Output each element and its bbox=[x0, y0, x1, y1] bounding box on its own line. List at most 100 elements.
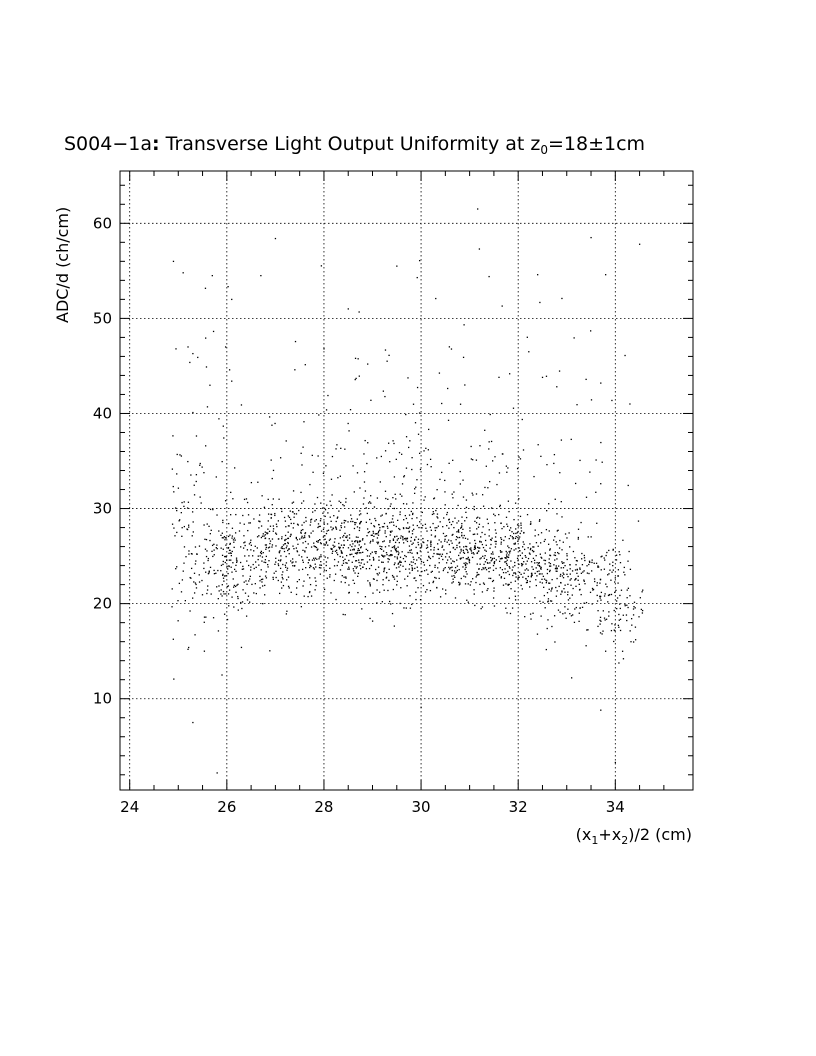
data-point bbox=[430, 466, 432, 468]
data-point bbox=[627, 587, 630, 589]
data-point bbox=[487, 487, 489, 489]
data-point bbox=[470, 445, 472, 448]
data-point bbox=[627, 606, 629, 609]
data-point bbox=[624, 354, 626, 357]
data-point bbox=[295, 561, 297, 563]
data-point bbox=[392, 538, 395, 540]
data-point bbox=[547, 619, 549, 621]
data-point bbox=[304, 536, 306, 539]
data-point bbox=[625, 614, 628, 616]
data-point bbox=[404, 560, 406, 563]
data-point bbox=[558, 552, 560, 555]
data-point bbox=[393, 507, 396, 510]
data-point bbox=[478, 568, 480, 570]
data-point bbox=[488, 529, 490, 531]
data-point bbox=[324, 538, 326, 540]
data-point bbox=[355, 536, 358, 538]
data-point bbox=[356, 518, 358, 520]
data-point bbox=[213, 573, 216, 575]
data-point bbox=[405, 527, 408, 529]
data-point bbox=[399, 493, 401, 495]
data-point bbox=[567, 591, 569, 593]
data-point bbox=[282, 544, 285, 546]
data-point bbox=[320, 564, 323, 566]
data-point bbox=[182, 570, 184, 572]
data-point bbox=[492, 553, 494, 555]
data-point bbox=[352, 520, 354, 523]
data-point bbox=[366, 512, 368, 515]
data-point bbox=[271, 538, 274, 540]
data-point bbox=[302, 561, 304, 563]
data-point bbox=[205, 538, 208, 541]
grid-lines bbox=[120, 171, 693, 790]
data-point bbox=[298, 509, 300, 512]
data-point bbox=[348, 584, 350, 586]
data-point bbox=[399, 528, 401, 531]
data-point bbox=[531, 566, 533, 568]
data-point bbox=[452, 581, 454, 583]
data-point bbox=[545, 580, 548, 582]
data-point bbox=[577, 579, 579, 581]
data-point bbox=[481, 568, 483, 571]
data-point bbox=[333, 558, 336, 561]
data-point bbox=[508, 546, 510, 549]
data-point bbox=[227, 593, 230, 595]
data-point bbox=[413, 539, 416, 541]
data-point bbox=[605, 618, 608, 620]
data-point bbox=[286, 545, 288, 547]
data-point bbox=[330, 478, 333, 480]
data-point bbox=[521, 564, 523, 566]
data-point bbox=[366, 555, 369, 557]
data-point bbox=[448, 527, 450, 529]
data-point bbox=[222, 548, 224, 550]
data-point bbox=[473, 553, 475, 555]
data-point bbox=[348, 591, 351, 594]
data-point bbox=[530, 547, 532, 550]
data-point bbox=[388, 568, 390, 570]
data-point bbox=[468, 560, 470, 562]
data-point bbox=[456, 546, 458, 549]
data-point bbox=[569, 573, 571, 575]
data-point bbox=[412, 542, 414, 544]
data-point bbox=[340, 501, 342, 504]
data-point bbox=[479, 583, 481, 586]
data-point bbox=[479, 558, 481, 560]
data-point bbox=[454, 572, 456, 574]
data-point bbox=[581, 606, 584, 608]
data-point bbox=[391, 554, 393, 556]
data-point bbox=[546, 627, 548, 630]
data-point bbox=[399, 602, 401, 605]
data-point bbox=[323, 544, 325, 546]
data-point bbox=[571, 570, 574, 572]
data-point bbox=[534, 535, 536, 537]
data-point bbox=[467, 538, 469, 540]
data-point bbox=[600, 483, 602, 485]
data-point bbox=[488, 441, 490, 443]
data-point bbox=[548, 561, 550, 564]
data-point bbox=[521, 552, 523, 554]
data-point bbox=[372, 578, 375, 580]
data-point bbox=[526, 513, 529, 516]
data-point bbox=[201, 579, 203, 582]
data-point bbox=[551, 588, 553, 590]
data-point bbox=[362, 559, 364, 561]
data-point bbox=[351, 553, 353, 555]
data-point bbox=[540, 566, 542, 569]
data-point bbox=[629, 595, 631, 597]
data-point bbox=[417, 544, 420, 546]
x-tick-label: 28 bbox=[314, 798, 333, 816]
data-point bbox=[498, 513, 500, 516]
data-point bbox=[316, 540, 318, 543]
data-point bbox=[245, 615, 248, 617]
data-point bbox=[409, 572, 411, 574]
data-point bbox=[514, 580, 517, 582]
data-point bbox=[442, 588, 444, 590]
data-point bbox=[235, 559, 238, 561]
data-point bbox=[333, 541, 336, 543]
data-point bbox=[614, 624, 616, 626]
data-point bbox=[578, 583, 580, 586]
data-point bbox=[576, 404, 578, 406]
data-point bbox=[337, 561, 340, 563]
data-point bbox=[224, 500, 227, 502]
data-point bbox=[579, 607, 581, 609]
